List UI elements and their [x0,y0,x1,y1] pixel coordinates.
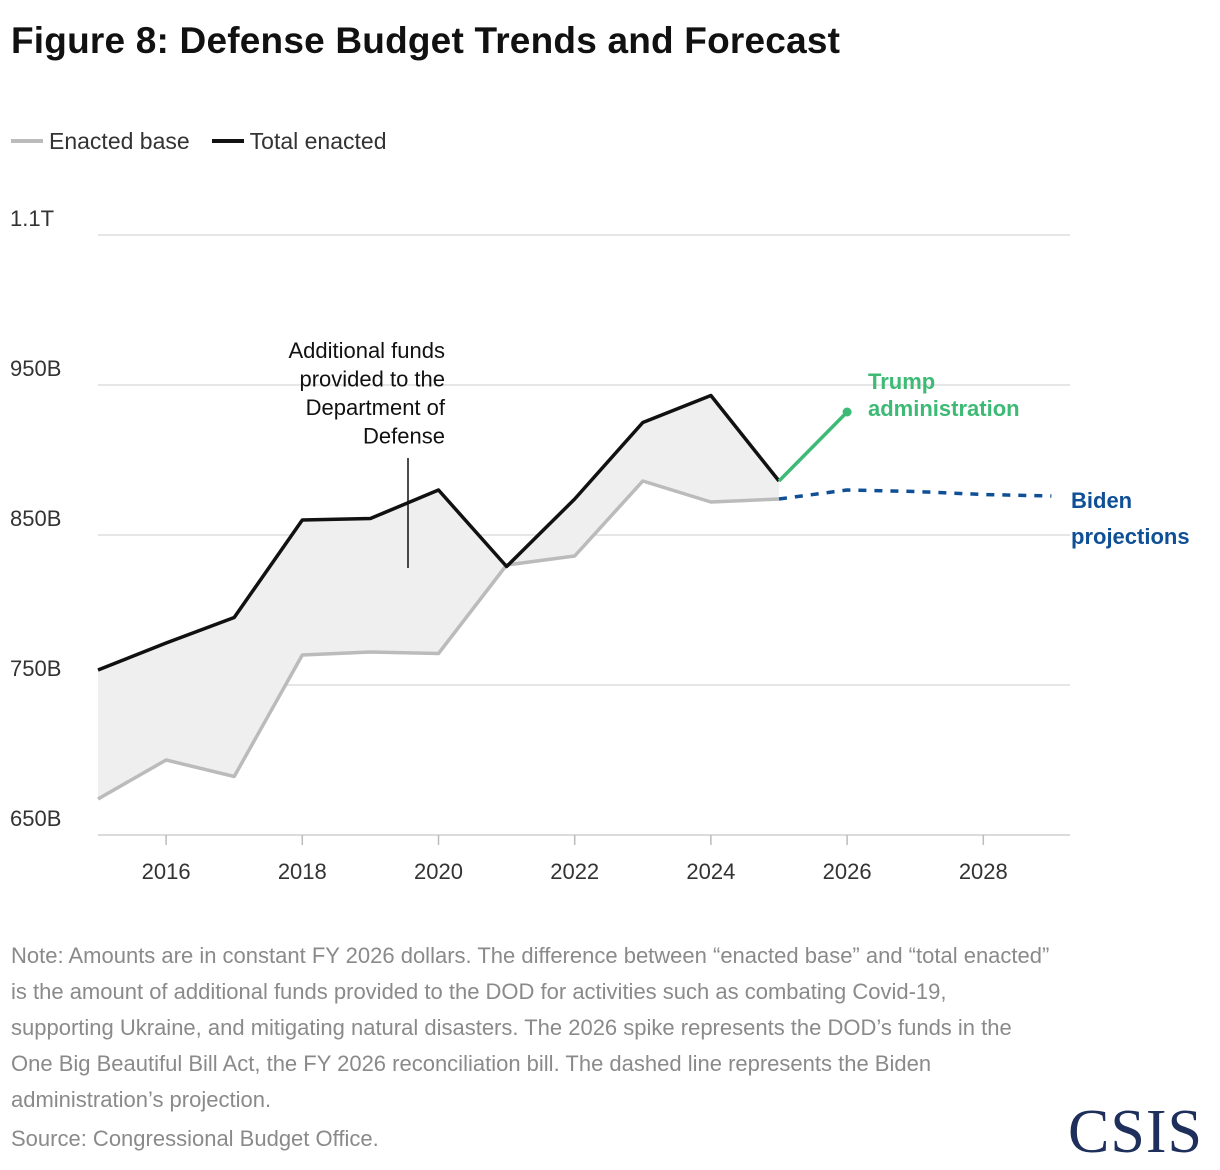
x-tick-label: 2018 [278,859,327,884]
total-enacted-line [97,393,781,672]
x-tick-label: 2020 [414,859,463,884]
csis-logo: CSIS [1068,1098,1203,1166]
x-tick-label: 2028 [959,859,1008,884]
annotation-biden-line: Biden [1071,488,1132,513]
annotation-additional-funds-line: Department of [306,395,446,420]
x-tick-label: 2016 [142,859,191,884]
legend-swatch-total-enacted [211,139,244,143]
y-tick-label: 950B [10,356,61,381]
x-tick-label: 2026 [823,859,872,884]
legend: Enacted base Total enacted [11,126,409,156]
chart-source: Source: Congressional Budget Office. [11,1126,379,1151]
y-axis-ticks: 650B 750B 850B 950B 1.1T [10,206,61,831]
legend-item-total-enacted: Total enacted [211,127,387,155]
annotation-additional-funds-line: provided to the [299,367,445,392]
trump-administration-line [777,410,849,483]
trump-endpoint [842,407,852,417]
annotation-biden-line: projections [1071,524,1190,549]
y-tick-label: 850B [10,506,61,531]
additional-funds-shading [98,395,779,799]
line-chart: 650B 750B 850B 950B 1.1T 2016 2018 2020 2022 202… [10,206,1190,884]
legend-item-enacted-base: Enacted base [11,128,190,155]
additional-funds-area [98,395,779,799]
chart-note: Note: Amounts are in constant FY 2026 do… [11,943,1050,1112]
x-tick-label: 2024 [686,859,735,884]
annotation-additional-funds-line: Defense [363,424,445,449]
chart-title: Figure 8: Defense Budget Trends and Fore… [11,20,841,61]
legend-swatch-enacted-base [11,139,43,143]
enacted-base-line [97,479,780,801]
legend-label-enacted-base: Enacted base [49,127,190,154]
y-tick-label: 650B [10,806,61,831]
x-axis-ticks: 2016 2018 2020 2022 2024 2026 2028 [142,835,1008,884]
annotations: Additional funds provided to the Departmen… [288,338,1190,568]
series-lines [97,393,1052,801]
biden-projection-line [778,488,1052,501]
x-tick-label: 2022 [550,859,599,884]
y-tick-label: 1.1T [10,206,54,231]
annotation-trump-line: administration [868,396,1020,421]
y-tick-label: 750B [10,656,61,681]
annotation-trump-line: Trump [868,369,935,394]
annotation-additional-funds-line: Additional funds [288,338,445,363]
legend-label-total-enacted: Total enacted [249,127,387,154]
